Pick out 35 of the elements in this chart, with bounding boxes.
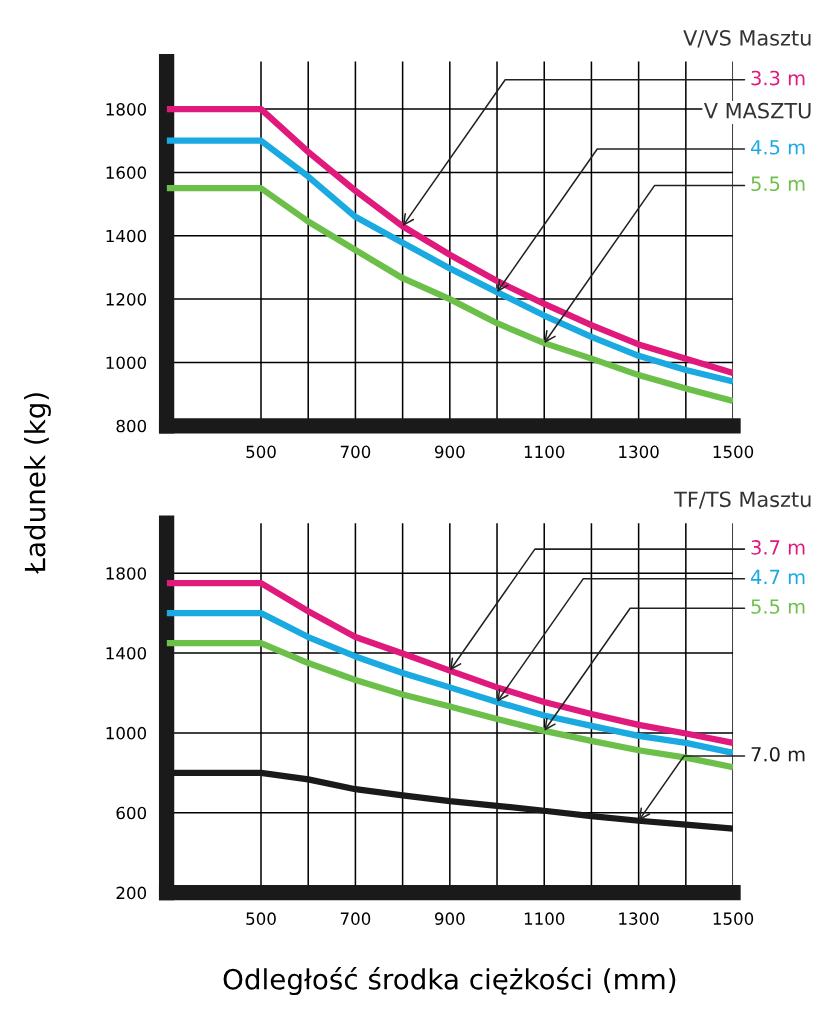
x-tick-label: 1500 — [713, 912, 754, 925]
x-tick-label: 1300 — [619, 445, 659, 459]
y-tick-label: 1400 — [106, 229, 147, 243]
y-tick-label: 1400 — [106, 647, 147, 660]
text: 5.5 m — [751, 176, 805, 192]
x-tick-label: 1300 — [619, 912, 659, 925]
text: 4.5 m — [750, 140, 805, 155]
x-tick-label: 700 — [340, 445, 371, 459]
x-tick-label: 500 — [246, 445, 276, 459]
y-tick-label: 1600 — [106, 166, 147, 179]
y-tick-label: 1000 — [106, 726, 147, 740]
y-tick-label: 1800 — [106, 567, 147, 580]
text: TF/TS Masztu — [674, 491, 811, 509]
text: 3.7 m — [751, 540, 805, 555]
y-tick-label: 200 — [116, 886, 147, 900]
y-tick-label: 1200 — [106, 293, 147, 306]
x-tick-label: 500 — [246, 912, 276, 925]
y-tick-label: 800 — [116, 419, 147, 433]
y-tick-label: 1000 — [106, 356, 147, 370]
annotation: V MASZTU — [703, 102, 811, 119]
x-tick-label: 900 — [434, 912, 465, 925]
x-tick-label: 1100 — [524, 445, 565, 459]
y-tick-label: 600 — [116, 806, 147, 820]
text: 5.5 m — [751, 599, 805, 614]
y-axis-title: Ładunek (kg) — [24, 393, 51, 574]
x-tick-label: 1500 — [713, 445, 754, 459]
y-tick-label: 1800 — [106, 103, 147, 116]
x-tick-label: 900 — [434, 445, 465, 459]
text: 3.3 m — [751, 70, 805, 86]
x-tick-label: 700 — [340, 912, 371, 925]
text: V/VS Masztu — [683, 29, 811, 48]
text: 7.0 m — [751, 746, 805, 762]
x-tick-label: 1100 — [524, 912, 565, 925]
x-axis-title: Odległość środka ciężkości (mm) — [223, 967, 676, 996]
text: 4.7 m — [750, 569, 805, 585]
